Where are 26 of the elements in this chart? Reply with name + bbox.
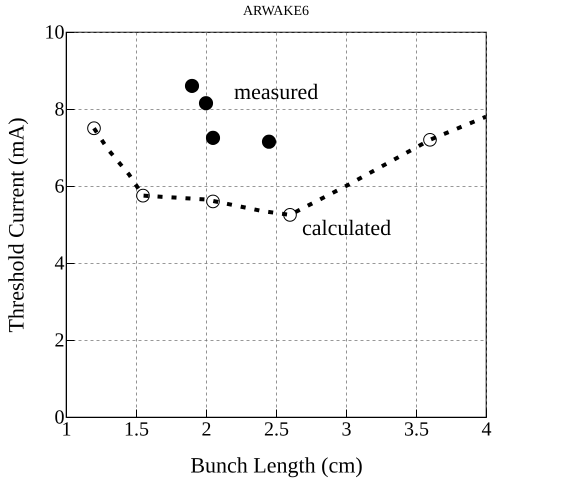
point [206,130,220,145]
point [184,78,200,93]
x-axis-title: Bunch Length (cm) [190,452,363,478]
y-tick-label: 2 [54,330,64,352]
x-tick-label: 3.5 [404,418,429,440]
x-tick-label: 3 [342,418,352,440]
point [423,132,437,147]
point [283,208,297,222]
point [198,96,214,110]
series-label: measured [234,79,318,104]
point [87,121,101,136]
y-axis-title: Threshold Current (mA) [4,117,28,333]
x-tick-label: 1.5 [124,418,149,440]
point [262,134,276,149]
y-tick-label: 8 [54,98,64,120]
y-tick-label: 4 [54,252,64,274]
y-tick-label: 10 [44,22,64,44]
series-label: calculated [302,215,392,240]
chart-title: ARWAKE6 [242,4,310,19]
point [206,194,220,208]
x-tick-label: 4 [482,418,492,440]
x-tick-label: 2.5 [264,418,289,440]
y-tick-label: 6 [54,176,64,198]
point [136,188,150,202]
x-tick-label: 2 [202,418,212,440]
y-tick-label: 0 [54,406,64,428]
